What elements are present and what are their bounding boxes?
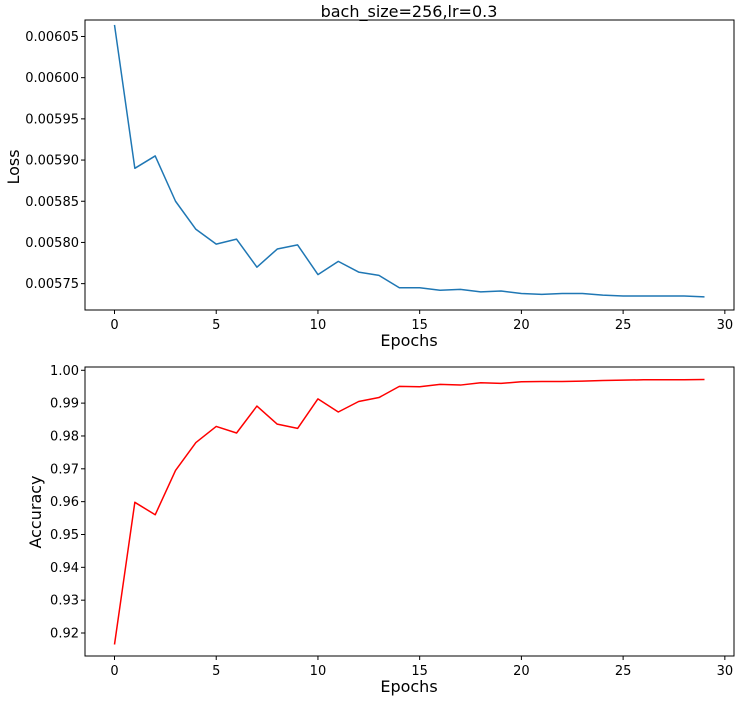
loss-x-tick-label: 15 bbox=[411, 318, 428, 333]
loss-y-tick-label: 0.00600 bbox=[25, 71, 79, 86]
accuracy-plot: Epochs Accuracy 0 5 10 15 20 25 30 0.92 0.93 0.94… bbox=[26, 364, 735, 696]
loss-axes-frame bbox=[84, 19, 735, 311]
loss-y-tick-label: 0.00580 bbox=[25, 236, 79, 251]
loss-x-tick-label: 10 bbox=[310, 318, 327, 333]
loss-x-axis-label: Epochs bbox=[380, 331, 437, 350]
accuracy-x-axis-label: Epochs bbox=[380, 677, 437, 696]
accuracy-axes-frame bbox=[84, 366, 735, 657]
accuracy-y-tick-label: 0.93 bbox=[50, 594, 79, 609]
loss-x-tick-label: 20 bbox=[513, 318, 530, 333]
accuracy-y-tick-label: 0.94 bbox=[50, 561, 79, 576]
accuracy-series-line bbox=[113, 378, 705, 645]
accuracy-y-tick-label: 0.99 bbox=[50, 397, 79, 412]
loss-y-tick-label: 0.00605 bbox=[25, 30, 79, 45]
accuracy-x-tick-label: 15 bbox=[411, 664, 428, 679]
accuracy-y-axis-label: Accuracy bbox=[26, 475, 45, 548]
accuracy-x-tick-label: 0 bbox=[110, 664, 118, 679]
loss-series-line bbox=[113, 24, 705, 298]
loss-plot: Epochs Loss 0 5 10 15 20 25 30 0.00575 0.00580 0.… bbox=[4, 19, 735, 350]
accuracy-y-tick-label: 0.98 bbox=[50, 429, 79, 444]
accuracy-y-tick-label: 0.96 bbox=[50, 495, 79, 510]
loss-x-tick-label: 30 bbox=[717, 318, 734, 333]
loss-x-tick-label: 5 bbox=[212, 318, 220, 333]
accuracy-x-tick-label: 20 bbox=[513, 664, 530, 679]
chart-title: bach_size=256,lr=0.3 bbox=[321, 2, 498, 22]
accuracy-x-tick-label: 30 bbox=[717, 664, 734, 679]
loss-y-axis-label: Loss bbox=[4, 149, 23, 184]
loss-y-tick-label: 0.00595 bbox=[25, 112, 79, 127]
accuracy-y-tick-label: 0.95 bbox=[50, 528, 79, 543]
accuracy-x-tick-label: 10 bbox=[310, 664, 327, 679]
loss-y-tick-label: 0.00590 bbox=[25, 154, 79, 169]
loss-x-tick-label: 0 bbox=[110, 318, 118, 333]
loss-y-tick-label: 0.00575 bbox=[25, 277, 79, 292]
accuracy-x-tick-label: 5 bbox=[212, 664, 220, 679]
accuracy-y-tick-label: 0.92 bbox=[50, 627, 79, 642]
loss-y-tick-label: 0.00585 bbox=[25, 195, 79, 210]
accuracy-y-tick-label: 1.00 bbox=[50, 364, 79, 379]
loss-x-tick-label: 25 bbox=[615, 318, 632, 333]
accuracy-x-tick-label: 25 bbox=[615, 664, 632, 679]
accuracy-y-tick-label: 0.97 bbox=[50, 462, 79, 477]
